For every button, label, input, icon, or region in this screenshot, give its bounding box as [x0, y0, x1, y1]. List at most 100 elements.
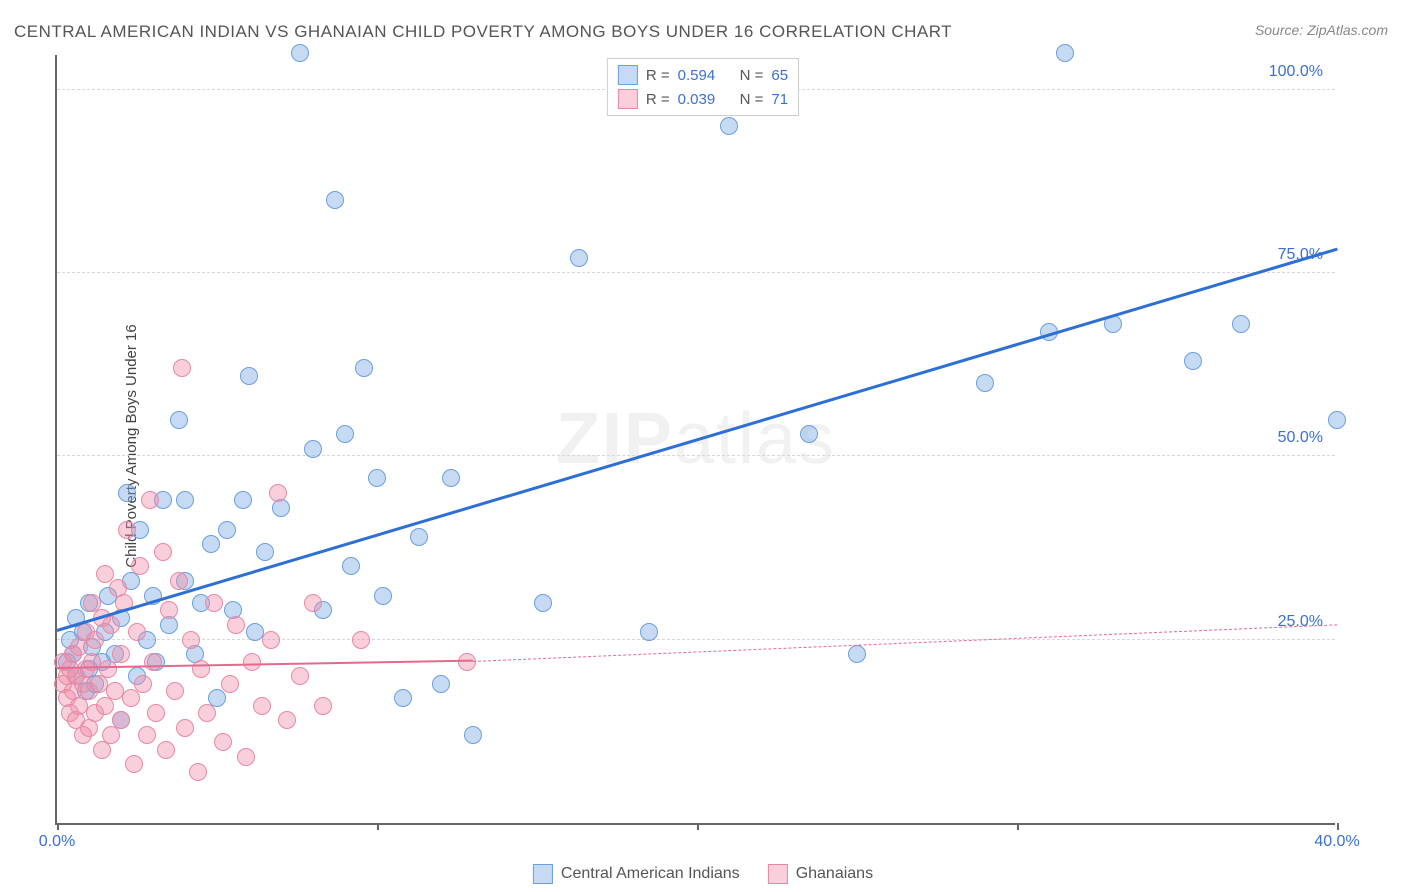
- scatter-point: [432, 675, 450, 693]
- scatter-point: [182, 631, 200, 649]
- n-label: N =: [740, 67, 764, 84]
- legend-stats-row: R = 0.594 N = 65: [618, 63, 788, 87]
- scatter-point: [269, 484, 287, 502]
- n-label: N =: [740, 91, 764, 108]
- y-tick-label: 100.0%: [1269, 63, 1323, 81]
- scatter-point: [147, 704, 165, 722]
- scatter-point: [192, 660, 210, 678]
- scatter-point: [173, 359, 191, 377]
- scatter-point: [176, 491, 194, 509]
- x-tick: [377, 823, 379, 830]
- scatter-point: [304, 440, 322, 458]
- scatter-point: [198, 704, 216, 722]
- source-label: Source: ZipAtlas.com: [1255, 22, 1388, 38]
- scatter-point: [314, 697, 332, 715]
- x-tick: [697, 823, 699, 830]
- n-value: 71: [771, 91, 788, 108]
- scatter-point: [256, 543, 274, 561]
- n-value: 65: [771, 67, 788, 84]
- scatter-point: [96, 565, 114, 583]
- legend-swatch: [618, 65, 638, 85]
- scatter-point: [86, 631, 104, 649]
- scatter-point: [352, 631, 370, 649]
- trendline: [473, 624, 1337, 662]
- scatter-point: [410, 528, 428, 546]
- scatter-point: [368, 469, 386, 487]
- x-tick-label: 0.0%: [39, 833, 75, 851]
- scatter-point: [102, 616, 120, 634]
- legend-swatch: [618, 89, 638, 109]
- r-value: 0.039: [678, 91, 732, 108]
- scatter-point: [227, 616, 245, 634]
- trendline: [57, 248, 1338, 632]
- correlation-stats-legend: R = 0.594 N = 65 R = 0.039 N = 71: [607, 58, 799, 116]
- scatter-point: [278, 711, 296, 729]
- legend-series-label: Ghanaians: [796, 865, 873, 883]
- scatter-point: [166, 682, 184, 700]
- scatter-point: [189, 763, 207, 781]
- scatter-point: [176, 719, 194, 737]
- scatter-point: [442, 469, 460, 487]
- scatter-point: [291, 667, 309, 685]
- legend-series-item: Ghanaians: [768, 864, 873, 884]
- scatter-point: [154, 543, 172, 561]
- scatter-point: [170, 572, 188, 590]
- scatter-point: [640, 623, 658, 641]
- scatter-point: [122, 689, 140, 707]
- scatter-point: [1232, 315, 1250, 333]
- scatter-point: [99, 660, 117, 678]
- scatter-point: [800, 425, 818, 443]
- scatter-point: [304, 594, 322, 612]
- scatter-point: [202, 535, 220, 553]
- correlation-chart: CENTRAL AMERICAN INDIAN VS GHANAIAN CHIL…: [0, 0, 1406, 892]
- x-tick: [1337, 823, 1339, 830]
- scatter-point: [234, 491, 252, 509]
- scatter-point: [374, 587, 392, 605]
- scatter-point: [112, 645, 130, 663]
- scatter-point: [570, 249, 588, 267]
- scatter-point: [144, 653, 162, 671]
- legend-swatch: [768, 864, 788, 884]
- gridline: [57, 272, 1335, 273]
- scatter-point: [1328, 411, 1346, 429]
- scatter-point: [262, 631, 280, 649]
- legend-swatch: [533, 864, 553, 884]
- legend-stats-row: R = 0.039 N = 71: [618, 87, 788, 111]
- y-tick-label: 25.0%: [1278, 613, 1323, 631]
- scatter-point: [342, 557, 360, 575]
- r-label: R =: [646, 91, 670, 108]
- scatter-point: [848, 645, 866, 663]
- plot-area: ZIPatlas 25.0%50.0%75.0%100.0%0.0%40.0%: [55, 55, 1335, 825]
- x-tick: [1017, 823, 1019, 830]
- x-tick: [57, 823, 59, 830]
- scatter-point: [253, 697, 271, 715]
- scatter-point: [464, 726, 482, 744]
- scatter-point: [170, 411, 188, 429]
- scatter-point: [128, 623, 146, 641]
- scatter-point: [118, 521, 136, 539]
- scatter-point: [326, 191, 344, 209]
- scatter-point: [355, 359, 373, 377]
- scatter-point: [118, 484, 136, 502]
- scatter-point: [138, 726, 156, 744]
- scatter-point: [131, 557, 149, 575]
- scatter-point: [240, 367, 258, 385]
- gridline: [57, 455, 1335, 456]
- scatter-point: [1184, 352, 1202, 370]
- scatter-point: [218, 521, 236, 539]
- scatter-point: [720, 117, 738, 135]
- legend-series-item: Central American Indians: [533, 864, 740, 884]
- scatter-point: [134, 675, 152, 693]
- x-tick-label: 40.0%: [1314, 833, 1359, 851]
- r-value: 0.594: [678, 67, 732, 84]
- y-tick-label: 50.0%: [1278, 429, 1323, 447]
- scatter-point: [157, 741, 175, 759]
- scatter-point: [336, 425, 354, 443]
- scatter-point: [1056, 44, 1074, 62]
- scatter-point: [237, 748, 255, 766]
- scatter-point: [160, 601, 178, 619]
- r-label: R =: [646, 67, 670, 84]
- chart-title: CENTRAL AMERICAN INDIAN VS GHANAIAN CHIL…: [14, 22, 952, 42]
- scatter-point: [243, 653, 261, 671]
- scatter-point: [205, 594, 223, 612]
